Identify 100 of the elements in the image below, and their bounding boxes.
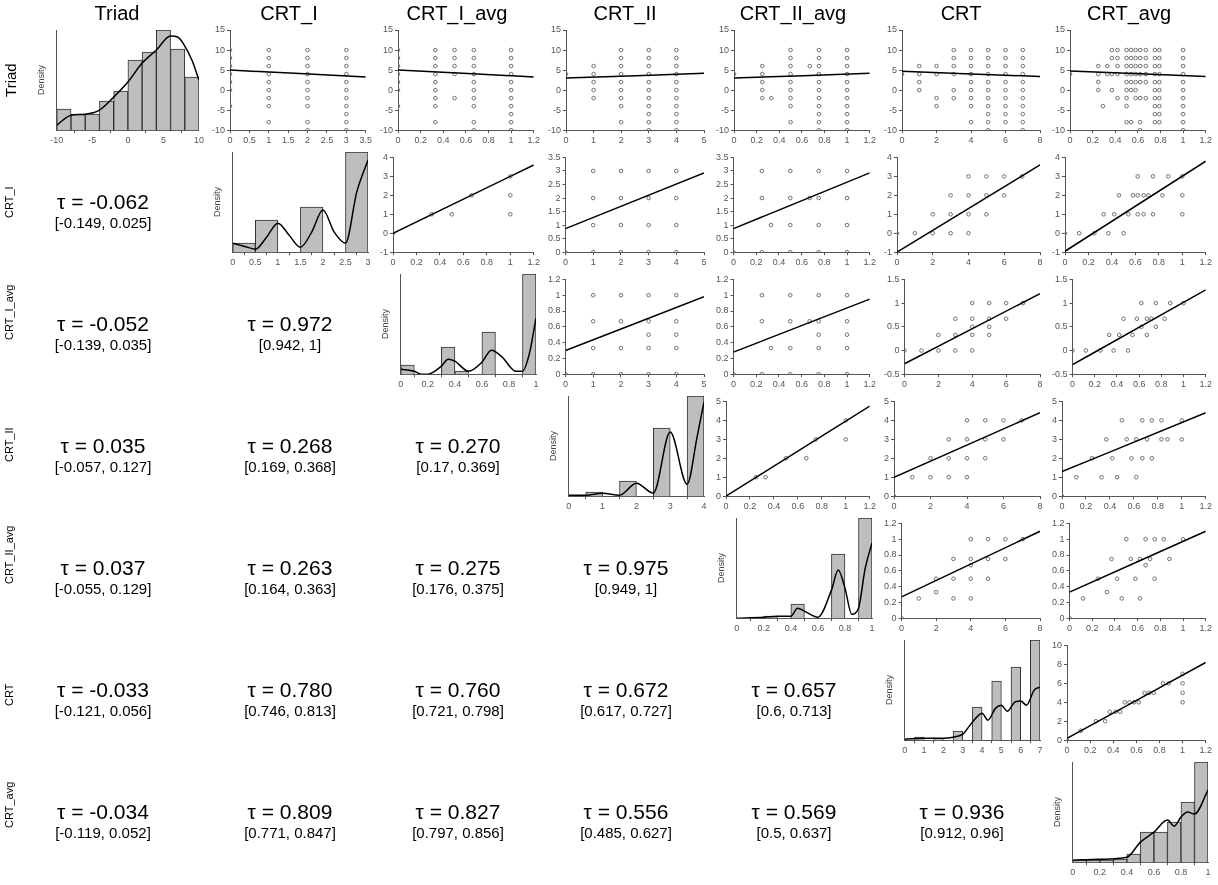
y-tick-label: 1 [891, 533, 897, 544]
x-tick-label: 2.5 [339, 257, 352, 268]
x-tick-label: 0.4 [448, 379, 462, 390]
text: τ = 0.275 [415, 556, 501, 580]
y-tick-label: 3 [886, 170, 892, 181]
x-tick-label: 0.8 [1151, 501, 1165, 512]
x-tick-label: 2 [933, 623, 939, 634]
y-tick-label: 0.4 [1052, 581, 1065, 592]
y-tick-label: 0.4 [884, 581, 897, 592]
y-tick-label: 10 [214, 44, 226, 55]
y-tick-label: -10 [379, 124, 394, 135]
x-tick-label: 0.8 [815, 501, 829, 512]
text: τ = 0.972 [247, 312, 333, 336]
x-tick-label: 3 [960, 745, 966, 756]
y-tick-label: 0.2 [884, 596, 897, 607]
y-tick-label: 5 [723, 64, 730, 75]
x-tick-label: 0.8 [482, 135, 495, 146]
y-tick-label: 10 [718, 44, 730, 55]
x-tick-label: 6 [1018, 745, 1024, 756]
x-tick-label: 2 [928, 501, 934, 512]
x-tick-label: 0.2 [749, 257, 763, 268]
y-axis-title: Density [547, 430, 558, 462]
y-tick-label: 2 [1051, 452, 1058, 463]
y-tick-label: 2 [715, 452, 722, 463]
chart-title: CRT_I_avg [406, 1, 508, 25]
x-tick-label: 1 [844, 135, 850, 146]
y-tick-label: 5 [555, 64, 562, 75]
text: CRT_I [3, 186, 15, 218]
y-tick-label: 0.6 [884, 565, 897, 576]
x-tick-label: 4 [968, 135, 974, 146]
x-tick-label: 0 [731, 135, 737, 146]
x-tick-label: 0 [1070, 867, 1076, 878]
y-tick-label: 0.5 [548, 233, 561, 244]
y-axis-title: Density [715, 552, 726, 584]
y-tick-label: 0.4 [548, 337, 561, 348]
y-tick-label: 0.5 [1054, 321, 1068, 332]
x-tick-label: 5 [701, 257, 707, 268]
x-tick-label: 2 [618, 257, 624, 268]
x-tick-label: 0 [731, 257, 737, 268]
text: CRT_avg [3, 781, 15, 828]
x-tick-label: 1.2 [1199, 501, 1212, 512]
x-tick-label: 1 [1181, 379, 1187, 390]
x-tick-label: 0.4 [1109, 135, 1122, 146]
y-tick-label: 1.5 [716, 206, 729, 217]
y-tick-label: 0 [555, 84, 562, 95]
x-tick-label: 8 [1037, 135, 1043, 146]
x-tick-label: 0.4 [772, 379, 786, 390]
y-tick-label: 0 [894, 344, 900, 355]
y-tick-label: 10 [1054, 44, 1066, 55]
y-tick-label: 0.2 [548, 352, 561, 363]
text: τ = -0.062 [57, 190, 149, 214]
y-tick-label: 0.6 [716, 321, 729, 332]
x-tick-label: 0 [227, 135, 233, 146]
x-tick-label: 4 [701, 501, 707, 512]
x-tick-label: 0 [563, 135, 569, 146]
text: τ = 0.569 [751, 800, 837, 824]
x-tick-label: 0.2 [1079, 501, 1093, 512]
x-tick-label: 0.4 [1120, 867, 1134, 878]
y-tick-label: 4 [715, 414, 722, 425]
x-tick-label: 3 [343, 135, 349, 146]
y-tick-label: 0.8 [884, 549, 897, 560]
text: [0.797, 0.856] [412, 824, 504, 842]
text: τ = 0.268 [247, 434, 333, 458]
x-tick-label: 0.6 [1131, 135, 1145, 146]
y-tick-label: 3.5 [548, 151, 561, 162]
y-tick-label: 3 [1054, 170, 1060, 181]
x-tick-label: 3 [667, 501, 673, 512]
text: τ = -0.033 [57, 678, 149, 702]
x-tick-label: 0.2 [1085, 623, 1099, 634]
y-tick-label: 0.8 [716, 305, 729, 316]
x-tick-label: 8 [1037, 623, 1043, 634]
y-tick-label: 10 [886, 44, 898, 55]
y-tick-label: 3 [382, 170, 388, 181]
y-tick-label: 3.5 [716, 151, 729, 162]
y-tick-label: 0 [387, 84, 394, 95]
y-tick-label: 0.2 [716, 352, 729, 363]
text: [0.176, 0.375] [412, 580, 504, 598]
x-tick-label: 5 [998, 745, 1004, 756]
y-tick-label: 2 [555, 192, 561, 203]
y-tick-label: 5 [891, 64, 898, 75]
x-tick-label: 4 [965, 257, 972, 268]
x-tick-label: 0.6 [475, 379, 489, 390]
x-tick-label: 2 [930, 257, 936, 268]
y-tick-label: 0.6 [1052, 565, 1065, 576]
x-tick-label: 0.8 [1153, 745, 1166, 756]
x-tick-label: 1.2 [863, 135, 876, 146]
y-tick-label: 2 [723, 192, 729, 203]
y-tick-label: 0 [883, 490, 890, 501]
y-tick-label: 1 [1054, 208, 1060, 219]
x-tick-label: 4 [673, 379, 679, 390]
y-tick-label: -5 [216, 104, 226, 115]
x-tick-label: 0.8 [818, 379, 831, 390]
y-tick-label: 1 [555, 289, 561, 300]
y-tick-label: 0 [715, 490, 722, 501]
x-tick-label: 2.5 [320, 135, 334, 146]
x-tick-label: 4 [673, 257, 679, 268]
y-tick-label: 1 [382, 208, 388, 219]
y-tick-label: 15 [1054, 24, 1066, 35]
chart-title: CRT_avg [1086, 1, 1172, 25]
y-tick-label: -10 [883, 124, 898, 135]
